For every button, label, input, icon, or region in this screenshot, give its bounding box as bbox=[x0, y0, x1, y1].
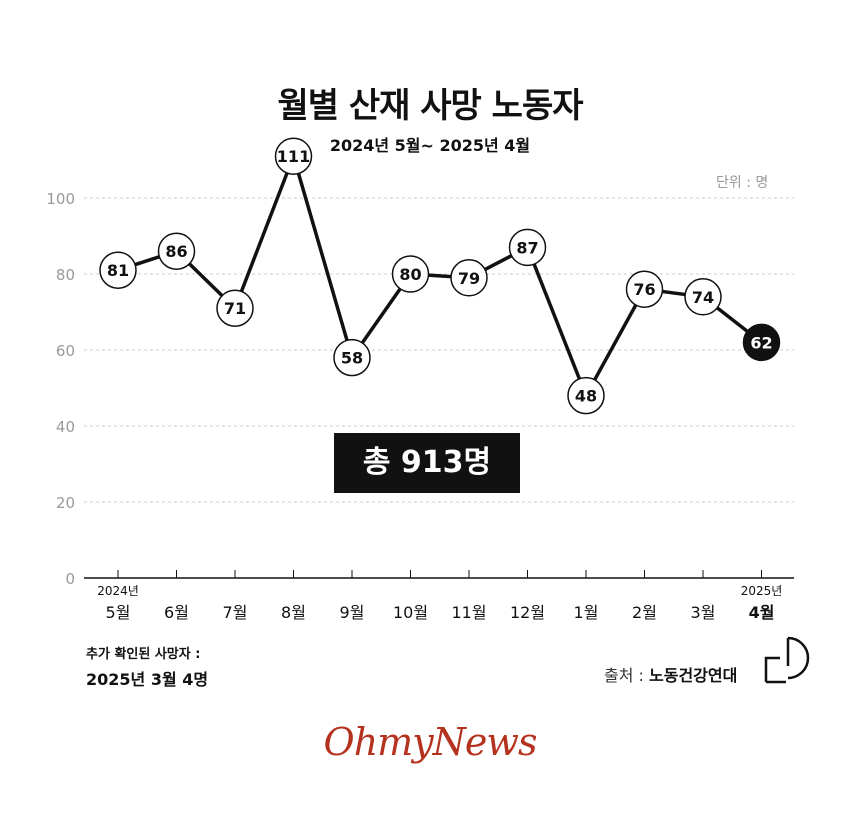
data-label: 87 bbox=[516, 238, 538, 257]
data-label: 80 bbox=[399, 265, 421, 284]
data-point bbox=[99, 251, 137, 289]
x-tick-label: 3월 bbox=[691, 603, 716, 622]
unit-label: 단위 : 명 bbox=[716, 175, 769, 191]
y-tick-label: 20 bbox=[56, 494, 75, 512]
additional-deaths-value: 2025년 3월 4명 bbox=[86, 670, 209, 689]
x-tick-label: 11월 bbox=[451, 603, 486, 622]
y-tick-label: 60 bbox=[56, 342, 75, 360]
x-tick-label: 2월 bbox=[632, 603, 657, 622]
data-point bbox=[684, 278, 722, 316]
additional-deaths-label: 추가 확인된 사망자 : bbox=[86, 647, 201, 662]
series-line bbox=[117, 154, 763, 398]
chart-title: 월별 산재 사망 노동자 bbox=[277, 86, 583, 126]
data-label: 111 bbox=[277, 147, 310, 166]
data-point bbox=[567, 376, 605, 415]
data-point bbox=[157, 232, 196, 270]
brand-logo: OhmyNews bbox=[323, 720, 538, 764]
data-label: 86 bbox=[165, 242, 187, 261]
x-tick-label: 6월 bbox=[164, 603, 189, 622]
data-label: 79 bbox=[458, 269, 480, 288]
x-tick-label: 7월 bbox=[223, 603, 248, 622]
year-label: 2025년 bbox=[741, 584, 783, 598]
year-label: 2024년 bbox=[97, 584, 139, 598]
data-point bbox=[742, 323, 781, 362]
data-label: 48 bbox=[575, 387, 597, 406]
x-tick-label: 1월 bbox=[574, 603, 599, 622]
data-label: 81 bbox=[107, 261, 129, 280]
y-tick-label: 40 bbox=[56, 418, 75, 436]
total-badge: 총 913명 bbox=[334, 433, 520, 493]
x-tick-label: 5월 bbox=[106, 603, 131, 622]
source: 출처 : 노동건강연대 bbox=[604, 662, 737, 686]
data-point bbox=[216, 289, 254, 327]
data-label: 71 bbox=[224, 299, 246, 318]
x-tick-label: 10월 bbox=[393, 603, 428, 622]
data-point bbox=[625, 270, 664, 308]
data-point bbox=[508, 228, 547, 267]
source-value: 노동건강연대 bbox=[649, 666, 738, 685]
data-point bbox=[391, 255, 430, 293]
data-point bbox=[450, 259, 488, 297]
x-tick-label: 12월 bbox=[510, 603, 545, 622]
source-label: 출처 : bbox=[604, 666, 644, 685]
y-tick-label: 100 bbox=[46, 190, 75, 208]
data-label: 58 bbox=[341, 349, 363, 368]
x-tick-label: 8월 bbox=[281, 603, 306, 622]
x-tick-label: 9월 bbox=[340, 603, 365, 622]
data-point bbox=[274, 137, 313, 175]
chart-subtitle: 2024년 5월~ 2025년 4월 bbox=[329, 136, 531, 155]
source-logo-icon bbox=[764, 636, 810, 684]
data-label: 62 bbox=[750, 333, 772, 352]
data-point bbox=[333, 338, 371, 377]
data-label: 74 bbox=[692, 288, 714, 307]
x-tick-label: 4월 bbox=[749, 603, 775, 622]
data-label: 76 bbox=[633, 280, 655, 299]
y-tick-label: 80 bbox=[56, 266, 75, 284]
y-tick-label: 0 bbox=[65, 570, 75, 588]
